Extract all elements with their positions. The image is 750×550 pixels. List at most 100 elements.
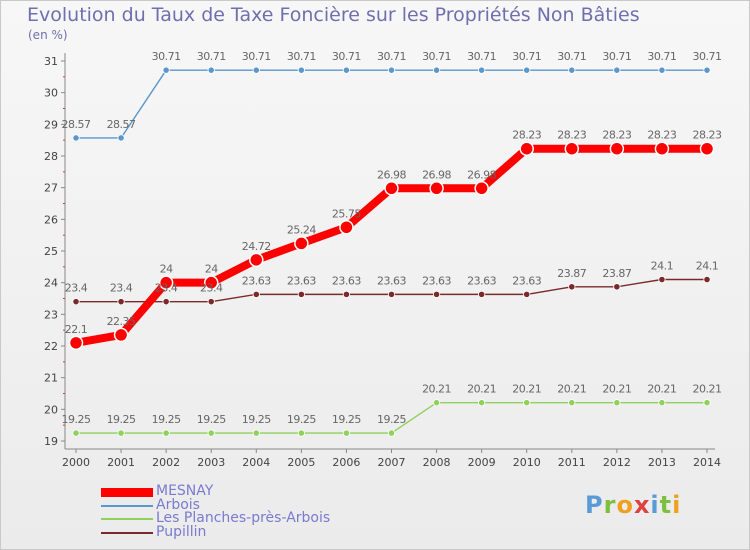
- data-point: [117, 429, 125, 437]
- y-tick-label: 22: [44, 340, 58, 353]
- x-tick-label: 2001: [107, 456, 135, 469]
- data-label: 28.23: [602, 129, 631, 142]
- data-point: [207, 66, 215, 74]
- data-point: [162, 429, 170, 437]
- legend-label: MESNAY: [156, 483, 214, 499]
- data-point: [703, 66, 711, 74]
- data-point: [432, 399, 441, 407]
- x-tick-label: 2005: [287, 456, 315, 469]
- data-point: [387, 290, 396, 298]
- data-point: [432, 290, 441, 298]
- data-point: [297, 429, 305, 437]
- data-point: [387, 66, 396, 74]
- data-point: [523, 290, 531, 298]
- legend-swatch: [101, 504, 153, 507]
- data-label: 19.25: [242, 413, 271, 426]
- data-label: 30.71: [152, 50, 181, 63]
- data-label: 25.24: [287, 223, 316, 236]
- x-tick-label: 2000: [62, 456, 90, 469]
- legend-swatch: [101, 518, 153, 520]
- data-point: [294, 236, 309, 251]
- data-label: 28.23: [512, 129, 541, 142]
- y-tick-label: 21: [44, 372, 58, 385]
- y-tick-label: 28: [44, 150, 58, 163]
- data-point: [523, 399, 531, 407]
- series-mesnay: [68, 141, 715, 351]
- data-label: 19.25: [332, 413, 361, 426]
- y-tick-label: 30: [44, 87, 58, 100]
- data-point: [207, 429, 215, 437]
- data-point: [342, 429, 351, 437]
- data-point: [297, 66, 305, 74]
- data-label: 25.75: [332, 207, 361, 220]
- data-point: [568, 283, 576, 291]
- series-layer: [68, 66, 715, 437]
- x-tick-label: 2004: [242, 456, 270, 469]
- data-point: [519, 141, 534, 156]
- data-point: [72, 429, 80, 437]
- data-label: 28.57: [107, 118, 136, 131]
- data-point: [72, 134, 80, 142]
- data-label: 24: [205, 263, 218, 276]
- data-label: 28.23: [693, 129, 722, 142]
- data-point: [342, 66, 351, 74]
- data-point: [658, 399, 666, 407]
- x-tick-label: 2012: [603, 456, 631, 469]
- data-label: 30.71: [377, 50, 406, 63]
- data-label: 24.72: [242, 240, 271, 253]
- data-point: [162, 298, 170, 306]
- data-point: [568, 399, 576, 407]
- data-label: 23.63: [242, 274, 271, 287]
- data-label: 24: [160, 263, 173, 276]
- data-label: 28.23: [647, 129, 676, 142]
- data-point: [613, 66, 621, 74]
- data-point: [613, 283, 621, 291]
- data-point: [429, 181, 444, 196]
- data-label: 26.98: [467, 168, 496, 181]
- data-label: 30.71: [602, 50, 631, 63]
- data-label: 24.1: [651, 260, 674, 273]
- x-tick-label: 2010: [513, 456, 541, 469]
- data-label: 30.71: [287, 50, 316, 63]
- y-tick-label: 27: [44, 182, 58, 195]
- data-label: 30.71: [422, 50, 451, 63]
- data-label: 23.4: [200, 282, 223, 295]
- data-label: 28.57: [62, 118, 91, 131]
- data-point: [703, 275, 711, 284]
- data-label: 26.98: [377, 168, 406, 181]
- data-label: 20.21: [557, 383, 586, 396]
- data-point: [342, 290, 351, 298]
- legend-label: Pupillin: [156, 523, 207, 540]
- data-label: 22.35: [107, 315, 136, 328]
- data-label: 30.71: [647, 50, 676, 63]
- legend-swatch: [101, 488, 153, 497]
- y-tick-label: 20: [44, 403, 58, 416]
- x-tick-label: 2013: [648, 456, 676, 469]
- x-tick-label: 2007: [378, 456, 406, 469]
- data-point: [658, 275, 666, 284]
- data-label: 26.98: [422, 168, 451, 181]
- data-label: 19.25: [152, 413, 181, 426]
- data-point: [117, 134, 125, 142]
- data-label: 20.21: [512, 383, 541, 396]
- data-point: [387, 429, 396, 437]
- data-point: [162, 66, 170, 74]
- data-label: 23.63: [422, 274, 451, 287]
- x-tick-label: 2002: [152, 456, 180, 469]
- data-point: [474, 181, 489, 196]
- legend-label: Arbois: [156, 496, 200, 513]
- data-label: 23.87: [557, 267, 586, 280]
- data-point: [478, 66, 486, 74]
- data-label: 20.21: [467, 383, 496, 396]
- data-point: [654, 141, 670, 156]
- data-label: 23.4: [110, 282, 133, 295]
- y-tick-label: 26: [44, 213, 58, 226]
- data-label: 19.25: [62, 413, 91, 426]
- x-tick-label: 2009: [468, 456, 496, 469]
- y-tick-label: 31: [44, 55, 58, 68]
- data-label: 23.63: [467, 274, 496, 287]
- data-point: [703, 399, 711, 407]
- data-label: 20.21: [422, 383, 451, 396]
- data-point: [564, 141, 580, 156]
